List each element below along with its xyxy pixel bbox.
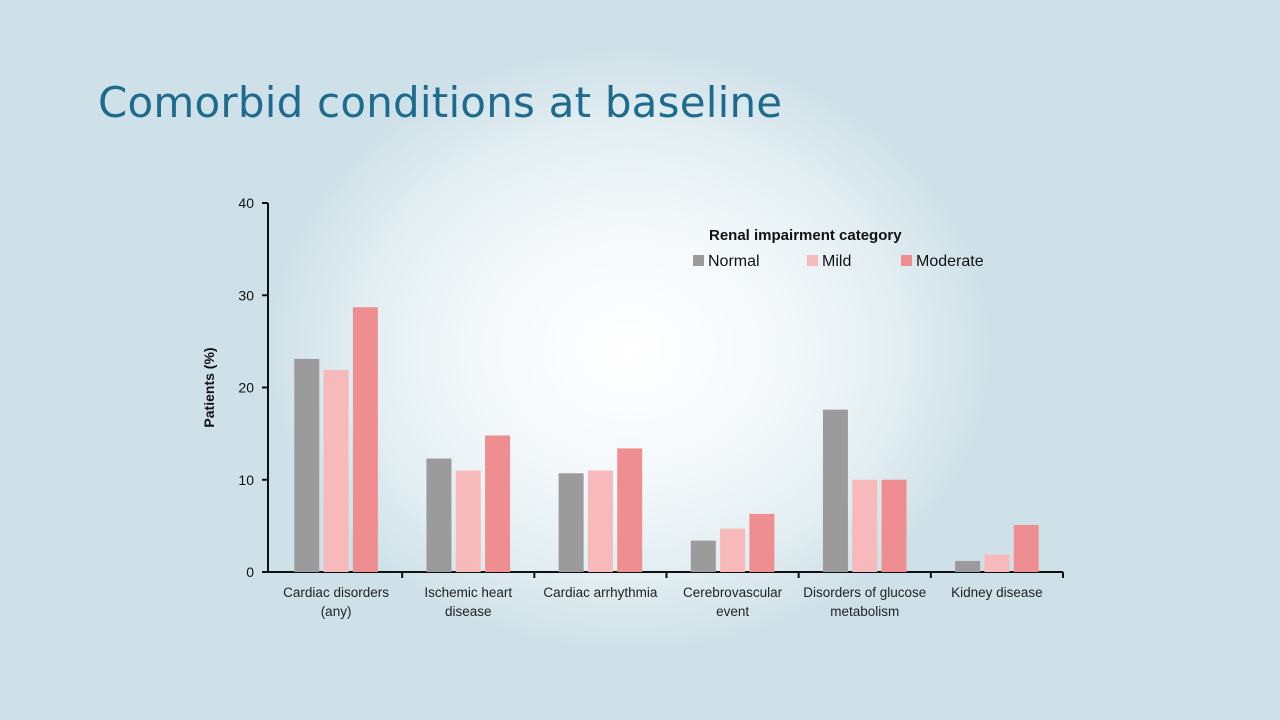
bar-mild-2	[587, 470, 613, 572]
bar-mild-3	[720, 528, 746, 572]
x-category-label: Ischemic heart	[424, 585, 512, 600]
legend-label-mild: Mild	[822, 253, 851, 270]
x-category-label: Cardiac arrhythmia	[543, 585, 658, 600]
x-category-label: Cardiac disorders	[283, 585, 389, 600]
bar-moderate-1	[485, 435, 511, 572]
x-category-label: Cerebrovascular	[683, 585, 783, 600]
x-category-label: Kidney disease	[951, 585, 1043, 600]
y-axis-label: Patients (%)	[201, 347, 217, 427]
bar-normal-3	[690, 540, 716, 572]
bar-moderate-4	[881, 479, 907, 572]
bar-normal-4	[822, 409, 848, 572]
y-tick-label: 0	[246, 564, 254, 580]
bar-normal-1	[426, 458, 452, 572]
x-category-label: disease	[445, 604, 492, 619]
bar-normal-0	[294, 358, 320, 572]
x-category-label: (any)	[321, 604, 352, 619]
legend-swatch-normal	[693, 255, 704, 266]
legend-title: Renal impairment category	[709, 227, 902, 244]
bar-moderate-2	[617, 448, 643, 572]
bar-normal-2	[558, 473, 584, 572]
bar-moderate-0	[352, 307, 378, 572]
x-category-label: Disorders of glucose	[803, 585, 926, 600]
bar-moderate-5	[1013, 524, 1039, 572]
y-tick-label: 10	[238, 472, 254, 488]
y-tick-label: 40	[238, 195, 254, 211]
slide-title: Comorbid conditions at baseline	[98, 78, 783, 127]
bar-mild-5	[984, 554, 1010, 572]
x-category-label: metabolism	[830, 604, 899, 619]
bar-mild-0	[323, 369, 349, 572]
legend-swatch-mild	[807, 255, 818, 266]
bar-normal-5	[955, 560, 981, 572]
y-tick-label: 30	[238, 287, 254, 303]
legend-label-normal: Normal	[708, 253, 760, 270]
bar-mild-1	[455, 470, 481, 572]
bar-moderate-3	[749, 513, 775, 572]
legend-label-moderate: Moderate	[916, 253, 984, 270]
y-tick-label: 20	[238, 380, 254, 396]
legend-swatch-moderate	[901, 255, 912, 266]
bar-mild-4	[852, 479, 878, 572]
x-category-label: event	[716, 604, 749, 619]
